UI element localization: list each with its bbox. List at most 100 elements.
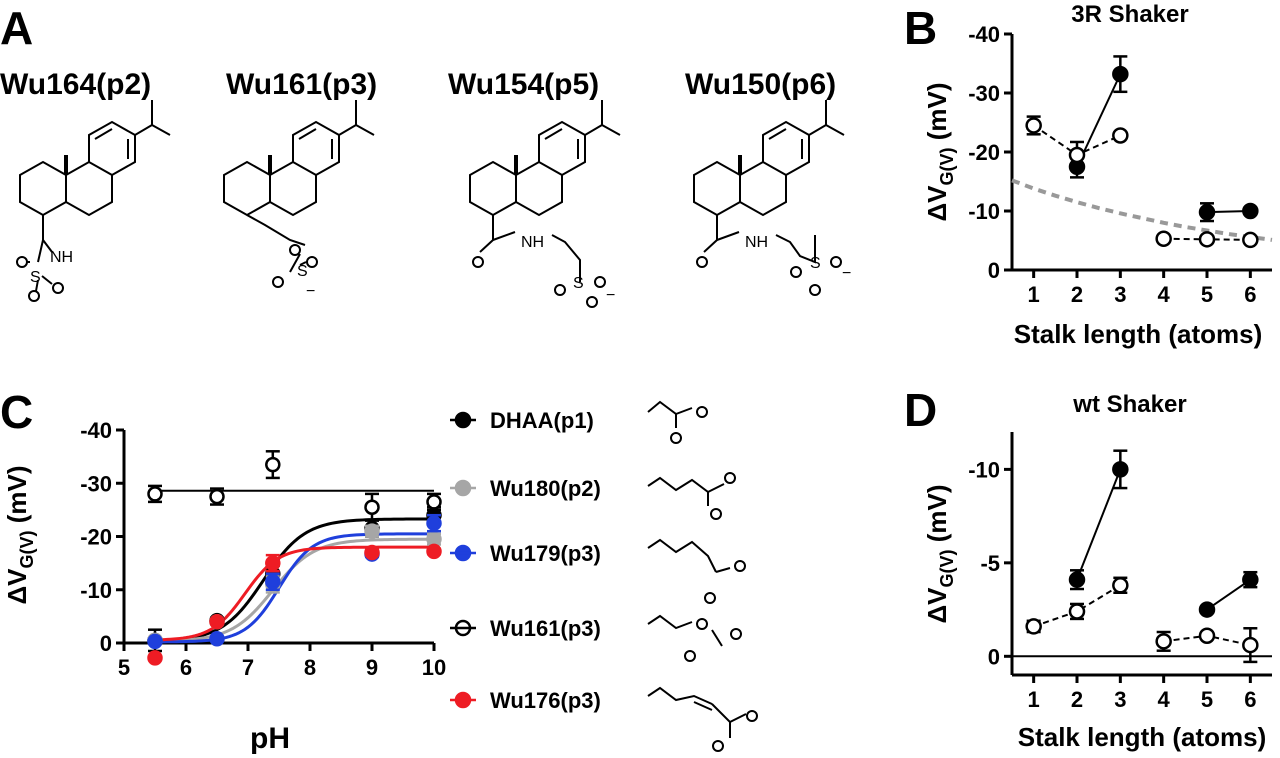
x-axis-label: Stalk length (atoms): [1014, 319, 1262, 349]
fit-curve: [154, 517, 435, 643]
x-tick-label: 6: [1244, 687, 1256, 712]
y-tick-label: -20: [80, 525, 112, 550]
x-tick-label: 4: [1158, 687, 1171, 712]
y-tick-label: -30: [80, 471, 112, 496]
y-tick-label: -40: [968, 22, 1000, 47]
side-chain-o: [734, 560, 746, 572]
data-point: [209, 488, 225, 505]
x-tick-label: 7: [242, 655, 254, 680]
chart-title: 3R Shaker: [1071, 1, 1188, 28]
data-point: [426, 494, 442, 510]
data-point: [265, 574, 281, 590]
data-point: [1025, 117, 1042, 134]
y-axis-label: ΔVG(V) (mV): [922, 82, 957, 221]
y-tick-label: -30: [968, 81, 1000, 106]
x-tick-label: 8: [304, 655, 316, 680]
data-point: [147, 486, 163, 502]
structure-nh-label-4: NH: [745, 234, 768, 251]
fit-curve: [154, 545, 435, 642]
y-tick-label: 0: [100, 631, 112, 656]
side-chain-p2: [647, 476, 725, 506]
data-point: [1198, 203, 1216, 221]
x-axis-label: Stalk length (atoms): [1018, 722, 1266, 752]
chart-ph-dependence: 0 -10 -20 -30 -40 5 6 7 8 9 10 pH ΔVG(V) (mV): [2, 418, 446, 755]
y-tick-label: 0: [988, 644, 1000, 669]
chart-wt-shaker: 0 -5 -10 1 2 3 4 5 6 Stalk length (atoms) ΔVG(V) (…: [922, 391, 1272, 752]
panel-letter-b: B: [904, 2, 937, 54]
data-point: [364, 499, 380, 515]
compound-title-wu161: Wu161(p3): [226, 68, 377, 101]
x-tick-label: 2: [1071, 282, 1083, 307]
x-tick-label: 5: [1201, 687, 1213, 712]
panel-letter-d: D: [904, 384, 937, 436]
series-line: [1206, 578, 1251, 611]
chart-title: wt Shaker: [1072, 391, 1186, 418]
x-tick-label: 3: [1114, 282, 1126, 307]
y-tick-label: 0: [988, 258, 1000, 283]
structure-nh-label-3: NH: [521, 234, 544, 251]
data-point: [1112, 461, 1129, 478]
structure-minus-label-2: −: [306, 283, 315, 300]
data-point: [1112, 65, 1129, 83]
compound-title-wu164: Wu164(p2): [0, 68, 151, 101]
structure-s-label-3: S: [573, 275, 584, 292]
legend-label: Wu161(p3): [490, 616, 601, 641]
data-point: [1025, 618, 1042, 635]
data-point: [265, 555, 281, 571]
y-axis-label: ΔVG(V) (mV): [922, 484, 957, 623]
data-point: [265, 456, 281, 473]
x-axis-label: pH: [250, 722, 290, 755]
structure-wu161: [223, 100, 375, 288]
chart-3r-shaker: 0 -10 -20 -30 -40 1 2 3 4 5 6 Stalk length (atoms) Δ…: [922, 1, 1273, 349]
x-tick-label: 9: [366, 655, 378, 680]
data-point: [209, 613, 225, 630]
side-chain-sulfate: [647, 614, 723, 647]
y-axis-label-main: ΔV: [922, 185, 952, 222]
data-point: [1068, 603, 1086, 620]
data-point: [1112, 577, 1129, 594]
side-chain-o: [712, 740, 724, 752]
x-tick-label: 10: [422, 655, 446, 680]
y-tick-label: -5: [980, 551, 1000, 576]
data-point: [364, 523, 380, 539]
side-chain-o: [724, 472, 736, 484]
data-point: [1198, 627, 1216, 644]
x-tick-label: 2: [1071, 687, 1083, 712]
series-line: [1076, 469, 1122, 581]
y-axis-label-sub: G(V): [17, 530, 37, 568]
x-tick-label: 1: [1028, 282, 1040, 307]
y-axis-label-main: ΔV: [922, 587, 952, 624]
structure-minus-label-3: −: [606, 287, 615, 304]
data-point: [1155, 633, 1172, 650]
fit-curve: [154, 537, 435, 643]
structure-wu164: [16, 100, 171, 302]
x-tick-label: 5: [1201, 282, 1213, 307]
x-tick-label: 6: [1244, 282, 1256, 307]
data-point: [1242, 636, 1259, 654]
structure-wu150: [693, 100, 845, 296]
side-chain-p3: [647, 538, 731, 573]
y-tick-label: -10: [80, 578, 112, 603]
panel-letter-c: C: [0, 386, 33, 438]
data-point: [1242, 231, 1259, 249]
side-chain-o: [696, 618, 708, 630]
data-point: [147, 633, 163, 650]
side-chain-o: [684, 650, 696, 662]
data-point: [364, 544, 380, 561]
side-chain-o: [670, 432, 682, 444]
structure-s-label-1: S: [30, 269, 41, 286]
structure-s-label-4: S: [810, 255, 821, 272]
structure-minus-label-4: −: [842, 265, 851, 282]
y-tick-label: -20: [968, 140, 1000, 165]
legend-label: Wu179(p3): [490, 541, 601, 566]
y-axis-label-main: ΔV: [2, 568, 32, 605]
side-chain-sketches: [647, 400, 758, 752]
legend-label: DHAA(p1): [490, 408, 594, 433]
data-point: [1242, 202, 1259, 220]
x-tick-label: 1: [1028, 687, 1040, 712]
legend-label: Wu180(p2): [490, 476, 601, 501]
y-axis-label-sub: G(V): [937, 147, 957, 185]
legend-label: Wu176(p3): [490, 688, 601, 713]
fit-curve: [154, 532, 435, 644]
